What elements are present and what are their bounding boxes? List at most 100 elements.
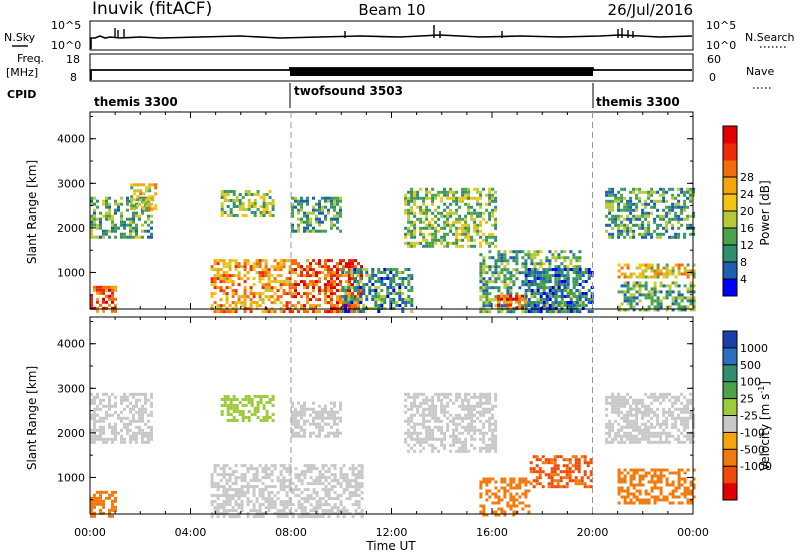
heatmap-cell: [105, 413, 108, 417]
heatmap-cell: [264, 470, 268, 474]
heatmap-cell: [677, 217, 681, 221]
heatmap-cell: [659, 290, 663, 294]
heatmap-cell: [138, 410, 141, 414]
heatmap-cell: [635, 275, 639, 279]
power-colorbar-label: Power [dB]: [758, 180, 772, 245]
heatmap-cell: [542, 283, 546, 286]
heatmap-cell: [231, 515, 235, 519]
heatmap-cell: [434, 437, 438, 441]
heatmap-cell: [354, 479, 358, 483]
heatmap-cell: [653, 299, 657, 303]
heatmap-cell: [476, 416, 480, 420]
heatmap-cell: [671, 495, 675, 499]
heatmap-cell: [491, 440, 495, 444]
heatmap-cell: [692, 495, 696, 499]
heatmap-cell: [482, 422, 486, 426]
heatmap-cell: [542, 274, 546, 277]
heatmap-cell: [458, 395, 462, 399]
heatmap-cell: [488, 196, 492, 200]
heatmap-cell: [428, 431, 432, 435]
heatmap-cell: [345, 265, 348, 269]
heatmap-cell: [626, 437, 630, 441]
heatmap-cell: [656, 263, 660, 267]
heatmap-cell: [120, 440, 123, 444]
heatmap-cell: [530, 262, 534, 266]
heatmap-cell: [476, 401, 480, 405]
heatmap-cell: [431, 407, 435, 411]
heatmap-cell: [479, 510, 483, 514]
heatmap-cell: [440, 398, 444, 402]
heatmap-cell: [300, 199, 303, 203]
station-title: Inuvik (fitACF): [92, 0, 212, 19]
heatmap-cell: [407, 199, 411, 203]
heatmap-cell: [434, 392, 438, 396]
heatmap-cell: [350, 301, 354, 304]
heatmap-cell: [219, 485, 223, 489]
heatmap-cell: [539, 262, 543, 266]
heatmap-cell: [431, 410, 435, 414]
heatmap-cell: [503, 486, 507, 490]
heatmap-cell: [351, 479, 355, 483]
heatmap-cell: [530, 253, 534, 257]
heatmap-cell: [464, 235, 468, 239]
heatmap-cell: [428, 208, 432, 212]
heatmap-cell: [327, 497, 331, 501]
heatmap-cell: [342, 479, 346, 483]
heatmap-cell: [686, 187, 690, 191]
heatmap-cell: [252, 479, 256, 483]
heatmap-cell: [135, 202, 138, 206]
heatmap-cell: [354, 494, 358, 498]
heatmap-cell: [273, 280, 277, 284]
heatmap-cell: [536, 286, 540, 289]
nsky-panel: [89, 20, 694, 51]
heatmap-cell: [431, 416, 435, 420]
heatmap-cell: [336, 196, 339, 200]
heatmap-cell: [650, 425, 654, 429]
heatmap-cell: [563, 295, 567, 298]
heatmap-cell: [345, 473, 349, 477]
heatmap-cell: [336, 310, 339, 314]
heatmap-cell: [300, 470, 304, 474]
heatmap-cell: [497, 271, 501, 275]
heatmap-cell: [93, 440, 96, 444]
heatmap-cell: [102, 425, 105, 429]
heatmap-cell: [518, 303, 521, 307]
heatmap-cell: [309, 515, 313, 519]
heatmap-cell: [503, 250, 507, 254]
heatmap-cell: [225, 500, 229, 504]
heatmap-cell: [659, 214, 663, 218]
heatmap-cell: [671, 489, 675, 493]
heatmap-cell: [677, 398, 681, 402]
heatmap-cell: [279, 473, 283, 477]
heatmap-cell: [629, 296, 633, 300]
heatmap-cell: [264, 295, 268, 299]
heatmap-cell: [647, 431, 651, 435]
heatmap-cell: [568, 458, 572, 462]
heatmap-cell: [256, 401, 260, 404]
heatmap-cell: [306, 286, 309, 290]
heatmap-cell: [521, 310, 525, 314]
heatmap-cell: [333, 503, 337, 507]
heatmap-cell: [114, 437, 117, 441]
heatmap-cell: [533, 265, 537, 269]
heatmap-cell: [267, 494, 271, 498]
heatmap-cell: [93, 502, 96, 506]
heatmap-cell: [256, 404, 260, 407]
heatmap-cell: [132, 211, 135, 215]
heatmap-cell: [641, 308, 645, 312]
heatmap-cell: [235, 196, 239, 199]
heatmap-cell: [617, 275, 621, 279]
heatmap-cell: [264, 283, 268, 287]
heatmap-cell: [647, 226, 651, 230]
heatmap-cell: [623, 404, 627, 408]
heatmap-cell: [90, 235, 93, 239]
heatmap-cell: [431, 434, 435, 438]
heatmap-cell: [282, 265, 286, 269]
heatmap-cell: [574, 458, 578, 462]
heatmap-cell: [668, 501, 672, 505]
heatmap-cell: [491, 443, 495, 447]
heatmap-cell: [524, 304, 528, 307]
nave-tick-top: 60: [707, 53, 721, 66]
heatmap-cell: [114, 434, 117, 438]
heatmap-cell: [234, 292, 238, 296]
